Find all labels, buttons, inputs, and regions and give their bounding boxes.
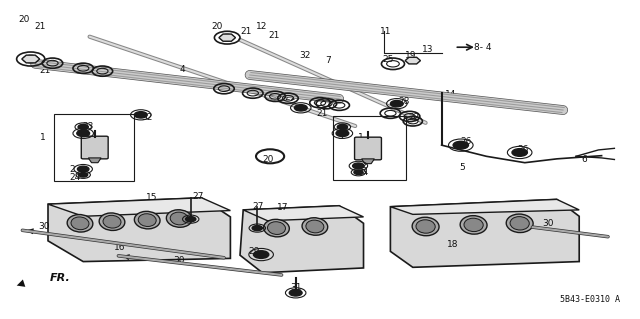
Polygon shape: [390, 199, 579, 267]
Ellipse shape: [506, 214, 533, 233]
Text: 22: 22: [408, 113, 420, 122]
Circle shape: [79, 173, 88, 177]
Text: 12: 12: [256, 22, 268, 31]
Text: 21: 21: [269, 31, 280, 40]
Circle shape: [353, 163, 364, 169]
Circle shape: [186, 217, 196, 222]
Circle shape: [289, 290, 302, 296]
Text: 20: 20: [262, 155, 274, 164]
Ellipse shape: [412, 217, 439, 236]
Circle shape: [337, 124, 348, 130]
Ellipse shape: [264, 219, 289, 237]
Ellipse shape: [306, 220, 324, 233]
Text: 21: 21: [285, 93, 296, 102]
Circle shape: [77, 166, 89, 172]
Polygon shape: [243, 206, 364, 221]
Polygon shape: [88, 158, 101, 163]
Text: 25: 25: [383, 56, 394, 64]
Polygon shape: [48, 198, 230, 262]
Ellipse shape: [510, 217, 529, 230]
Polygon shape: [22, 55, 40, 63]
Circle shape: [512, 149, 527, 156]
Text: 26: 26: [517, 145, 529, 154]
Text: 5B43-E0310 A: 5B43-E0310 A: [559, 295, 620, 304]
Text: 17: 17: [276, 203, 288, 212]
Text: 27: 27: [253, 202, 264, 211]
Circle shape: [134, 112, 147, 118]
Text: 1: 1: [358, 133, 364, 142]
Text: 4: 4: [180, 65, 185, 74]
Circle shape: [354, 170, 363, 174]
Polygon shape: [240, 206, 364, 273]
Text: 30: 30: [38, 222, 50, 231]
Text: 23: 23: [82, 122, 93, 130]
Text: 3: 3: [337, 132, 343, 141]
Text: 32: 32: [300, 51, 311, 60]
Text: 2: 2: [362, 161, 367, 170]
Text: 21: 21: [35, 22, 46, 31]
Text: 20: 20: [211, 22, 223, 31]
Text: 2: 2: [69, 165, 75, 174]
Text: 30: 30: [173, 256, 184, 265]
Ellipse shape: [302, 218, 328, 235]
Text: 20: 20: [18, 15, 29, 24]
Text: 26: 26: [461, 137, 472, 146]
FancyBboxPatch shape: [81, 136, 108, 159]
Text: 19: 19: [404, 51, 416, 60]
Text: 13: 13: [422, 45, 434, 54]
Polygon shape: [219, 34, 236, 41]
Text: 3: 3: [82, 130, 88, 138]
Text: 18: 18: [447, 241, 458, 249]
Text: 28: 28: [398, 97, 410, 106]
Ellipse shape: [67, 215, 93, 232]
Circle shape: [77, 130, 90, 137]
Text: 21: 21: [317, 109, 328, 118]
Circle shape: [336, 130, 349, 137]
Circle shape: [294, 105, 307, 111]
Ellipse shape: [99, 213, 125, 230]
Ellipse shape: [170, 212, 188, 225]
Text: 30: 30: [543, 219, 554, 228]
Circle shape: [453, 141, 468, 149]
Ellipse shape: [460, 216, 487, 234]
Ellipse shape: [71, 217, 89, 230]
Text: 1: 1: [40, 133, 45, 142]
Text: 23: 23: [337, 126, 349, 135]
Text: 21: 21: [40, 66, 51, 75]
Text: 29: 29: [248, 247, 260, 256]
Text: 31: 31: [291, 283, 302, 292]
Ellipse shape: [134, 211, 160, 229]
Bar: [333, 116, 406, 180]
Text: 14: 14: [445, 90, 456, 99]
Text: 5: 5: [460, 163, 465, 172]
Ellipse shape: [464, 218, 483, 232]
Bar: [54, 114, 134, 181]
Text: 7: 7: [325, 56, 331, 65]
Ellipse shape: [103, 215, 121, 228]
Text: 27: 27: [192, 192, 204, 201]
Ellipse shape: [416, 220, 435, 233]
Circle shape: [252, 226, 262, 231]
Circle shape: [253, 251, 269, 258]
Text: 32: 32: [141, 113, 152, 122]
Text: 16: 16: [114, 243, 125, 252]
Text: 6: 6: [581, 155, 587, 164]
Text: 21: 21: [240, 27, 252, 36]
Ellipse shape: [166, 210, 192, 227]
Ellipse shape: [138, 214, 156, 226]
Text: 24: 24: [357, 168, 369, 177]
Text: 8- 4: 8- 4: [474, 43, 491, 52]
Text: 24: 24: [69, 173, 81, 182]
Text: FR.: FR.: [50, 272, 70, 283]
Polygon shape: [48, 198, 230, 216]
Text: 15: 15: [146, 193, 157, 202]
FancyBboxPatch shape: [355, 137, 381, 160]
Polygon shape: [390, 199, 579, 214]
Polygon shape: [362, 159, 374, 164]
Polygon shape: [405, 57, 420, 64]
Circle shape: [78, 124, 88, 130]
Ellipse shape: [268, 222, 285, 234]
Circle shape: [390, 100, 403, 107]
Text: 11: 11: [380, 27, 391, 36]
